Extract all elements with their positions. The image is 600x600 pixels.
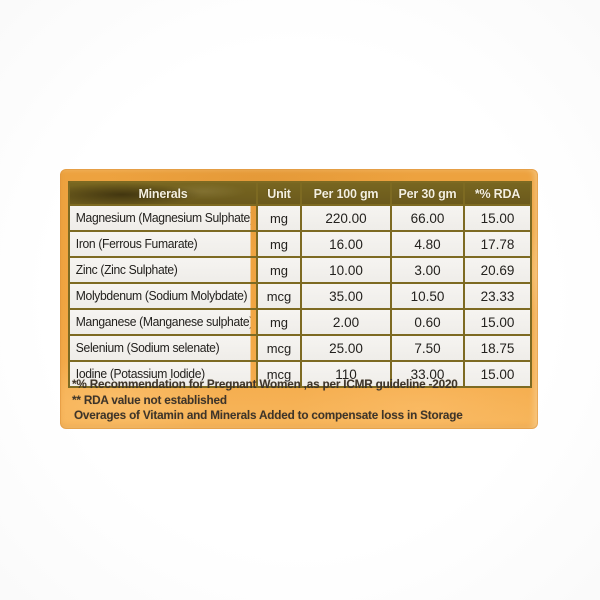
cell-unit: mcg [256,282,302,310]
cell-per100: 2.00 [300,308,392,336]
table-row: Magnesium (Magnesium Sulphate) mg 220.00… [68,204,532,232]
header-unit: Unit [256,181,302,206]
table-header-row: Minerals Unit Per 100 gm Per 30 gm *% RD… [68,181,532,206]
cell-unit: mg [256,256,302,284]
cell-unit: mg [256,230,302,258]
cell-rda: 23.33 [463,282,532,310]
table-row: Manganese (Manganese sulphate) mg 2.00 0… [68,308,532,336]
cell-rda: 17.78 [463,230,532,258]
table-row: Selenium (Sodium selenate) mcg 25.00 7.5… [68,334,532,362]
cell-per30: 0.60 [390,308,465,336]
cell-per100: 16.00 [300,230,392,258]
table-row: Molybdenum (Sodium Molybdate) mcg 35.00 … [68,282,532,310]
header-per30: Per 30 gm [390,181,465,206]
header-per100: Per 100 gm [300,181,392,206]
footnotes: *% Recommendation for Pregnant Women ,as… [72,377,522,424]
cell-per30: 33.00 [390,360,465,388]
cell-per30: 66.00 [390,204,465,232]
cell-unit: mcg [256,334,302,362]
cell-unit: mg [256,204,302,232]
cell-unit: mg [256,308,302,336]
cell-per30: 10.50 [390,282,465,310]
cell-rda: 18.75 [463,334,532,362]
nutrition-label: Minerals Unit Per 100 gm Per 30 gm *% RD… [60,169,538,429]
table-row: Iodine (Potassium Iodide) mcg 110 33.00 … [68,360,532,388]
cell-per30: 4.80 [390,230,465,258]
table-row: Zinc (Zinc Sulphate) mg 10.00 3.00 20.69 [68,256,532,284]
cell-per100: 25.00 [300,334,392,362]
cell-per30: 3.00 [390,256,465,284]
cell-mineral: Zinc (Zinc Sulphate) [68,256,253,284]
cell-per100: 10.00 [300,256,392,284]
cell-mineral: Molybdenum (Sodium Molybdate) [68,282,253,310]
header-minerals: Minerals [68,181,258,206]
cell-mineral: Magnesium (Magnesium Sulphate) [68,204,253,232]
cell-mineral: Iodine (Potassium Iodide) [68,360,253,388]
footnote-rda-recommendation: *% Recommendation for Pregnant Women ,as… [72,377,458,391]
cell-unit: mcg [256,360,302,388]
footnote-rda-not-established: ** RDA value not established [72,392,227,407]
cell-rda: 20.69 [463,256,532,284]
cell-rda: 15.00 [463,204,532,232]
cell-per100: 35.00 [300,282,392,310]
cell-rda: 15.00 [463,308,532,336]
cell-per100: 110 [300,360,392,388]
cell-per30: 7.50 [390,334,465,362]
cell-mineral: Iron (Ferrous Fumarate) [68,230,253,258]
footnote-overages: Overages of Vitamin and Minerals Added t… [73,408,463,422]
cell-rda: 15.00 [463,360,532,388]
minerals-table: Minerals Unit Per 100 gm Per 30 gm *% RD… [68,181,532,388]
cell-mineral: Manganese (Manganese sulphate) [68,308,253,336]
table-row: Iron (Ferrous Fumarate) mg 16.00 4.80 17… [68,230,532,258]
cell-per100: 220.00 [300,204,392,232]
header-rda: *% RDA [463,181,532,206]
cell-mineral: Selenium (Sodium selenate) [68,334,253,362]
